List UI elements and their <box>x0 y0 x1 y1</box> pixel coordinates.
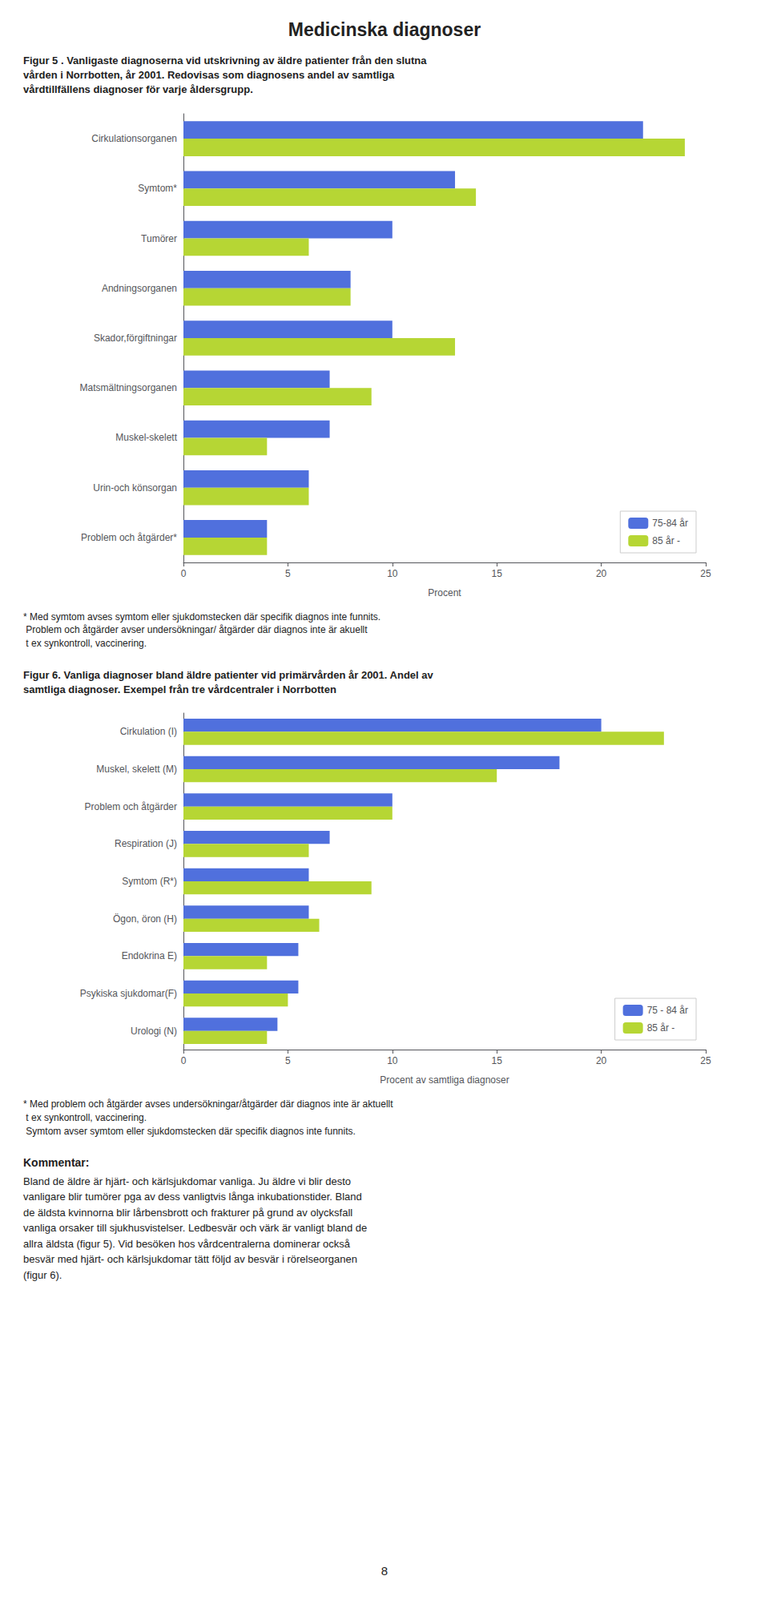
svg-text:Psykiska sjukdomar(F): Psykiska sjukdomar(F) <box>80 987 178 999</box>
svg-text:Skador,förgiftningar: Skador,förgiftningar <box>93 332 178 344</box>
svg-text:Problem och åtgärder*: Problem och åtgärder* <box>80 531 178 543</box>
svg-text:Symtom*: Symtom* <box>137 182 178 194</box>
html-text:Medicinska diagnoser: Medicinska diagnoser <box>288 19 481 41</box>
html-text:Figur 6. Vanliga diagnoser bla: Figur 6. Vanliga diagnoser bland äldre p… <box>23 668 434 681</box>
svg-text:0: 0 <box>181 567 187 580</box>
html-text:Bland de äldre är hjärt- och k: Bland de äldre är hjärt- och kärlsjukdom… <box>23 1174 351 1187</box>
svg-text:Procent: Procent <box>427 587 462 599</box>
svg-text:Tumörer: Tumörer <box>140 232 178 244</box>
html-text:* Med symtom avses symtom elle: * Med symtom avses symtom eller sjukdoms… <box>23 610 381 623</box>
svg-text:Endokrina E): Endokrina E) <box>121 950 178 963</box>
html-text:Problem och åtgärder avser und: Problem och åtgärder avser undersökninga… <box>23 624 368 636</box>
svg-text:Procent av samtliga diagnoser: Procent av samtliga diagnoser <box>379 1074 509 1086</box>
svg-text:5: 5 <box>285 1054 291 1067</box>
svg-text:Respiration (J): Respiration (J) <box>114 838 178 850</box>
svg-text:85 år -: 85 år - <box>652 535 681 547</box>
svg-text:Muskel-skelett: Muskel-skelett <box>115 431 178 443</box>
html-text:(figur 6).: (figur 6). <box>23 1268 63 1281</box>
svg-text:75 - 84 år: 75 - 84 år <box>647 1004 689 1016</box>
svg-text:10: 10 <box>386 567 399 580</box>
svg-text:Andningsorganen: Andningsorganen <box>101 281 178 294</box>
svg-text:Muskel, skelett (M): Muskel, skelett (M) <box>96 763 178 775</box>
html-text:vården i Norrbotten, år 2001.: vården i Norrbotten, år 2001. Redovisas … <box>23 69 395 82</box>
html-text:allra äldsta (figur 5). Vid be: allra äldsta (figur 5). Vid besöken hos … <box>23 1237 351 1250</box>
html-text:* Med problem och åtgärder avs: * Med problem och åtgärder avses undersö… <box>23 1098 393 1110</box>
html-text:vårdtillfällens diagnoser för: vårdtillfällens diagnoser för varje ålde… <box>23 83 253 96</box>
html-text:t ex synkontroll, vaccinering.: t ex synkontroll, vaccinering. <box>23 1111 147 1124</box>
html-text:Kommentar:: Kommentar: <box>23 1155 90 1169</box>
svg-text:Problem och åtgärder: Problem och åtgärder <box>84 801 178 813</box>
svg-text:75-84 år: 75-84 år <box>652 517 689 529</box>
html-text:Figur 5 . Vanligaste diagnoser: Figur 5 . Vanligaste diagnoserna vid uts… <box>23 54 427 67</box>
svg-text:20: 20 <box>595 567 608 580</box>
svg-text:25: 25 <box>700 567 712 580</box>
html-text:t ex synkontroll, vaccinering.: t ex synkontroll, vaccinering. <box>23 637 147 650</box>
svg-text:10: 10 <box>386 1054 399 1067</box>
svg-text:Urologi (N): Urologi (N) <box>130 1025 178 1037</box>
svg-text:20: 20 <box>595 1054 608 1067</box>
html-text:vanliga orsaker till sjukhusvi: vanliga orsaker till sjukhusvistelser. L… <box>23 1221 368 1234</box>
svg-text:Urin-och könsorgan: Urin-och könsorgan <box>92 481 178 493</box>
svg-text:Cirkulation (I): Cirkulation (I) <box>120 726 178 738</box>
svg-text:15: 15 <box>491 567 504 580</box>
svg-text:Cirkulationsorganen: Cirkulationsorganen <box>91 132 178 145</box>
html-text:Symtom avser symtom eller sjuk: Symtom avser symtom eller sjukdomstecken… <box>23 1125 356 1137</box>
svg-text:15: 15 <box>491 1054 504 1067</box>
svg-text:25: 25 <box>700 1054 712 1067</box>
html-text:samtliga diagnoser. Exempel fr: samtliga diagnoser. Exempel från tre vår… <box>23 683 337 696</box>
svg-text:5: 5 <box>285 567 291 580</box>
svg-text:Matsmältningsorganen: Matsmältningsorganen <box>80 382 178 394</box>
html-text:de äldsta kvinnorna blir lårbe: de äldsta kvinnorna blir lårbensbrott oc… <box>23 1206 353 1219</box>
html-text:8: 8 <box>381 1563 388 1578</box>
svg-text:85 år -: 85 år - <box>647 1022 676 1034</box>
svg-text:Symtom (R*): Symtom (R*) <box>121 875 178 887</box>
svg-text:0: 0 <box>181 1054 187 1067</box>
html-text:vanligare blir tumörer pga av: vanligare blir tumörer pga av dess vanli… <box>23 1190 362 1203</box>
svg-text:Ögon, öron (H): Ögon, öron (H) <box>112 913 178 925</box>
html-text:besvär med hjärt- och kärlsjuk: besvär med hjärt- och kärlsjukdomar tätt… <box>23 1252 358 1266</box>
